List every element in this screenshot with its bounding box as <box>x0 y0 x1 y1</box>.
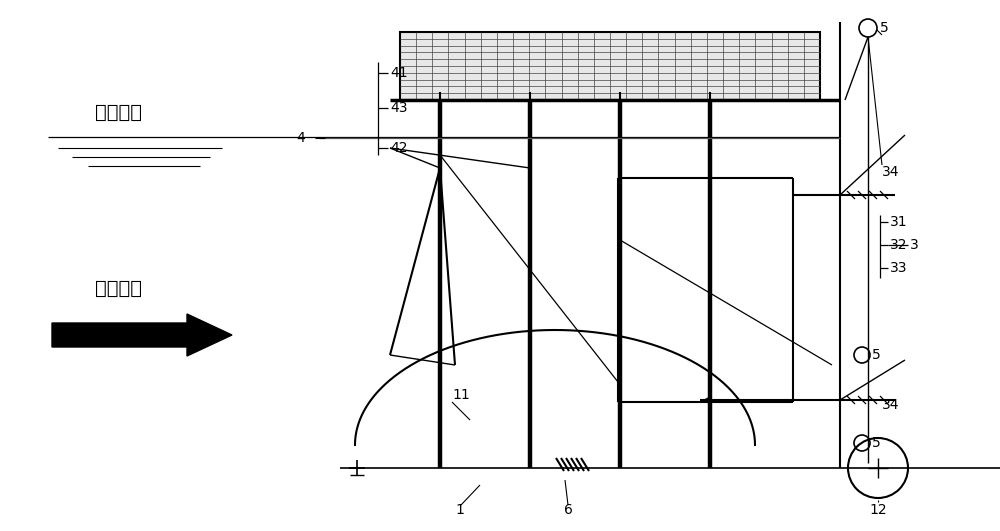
Text: 43: 43 <box>390 101 408 115</box>
Text: 5: 5 <box>872 348 881 362</box>
Text: 31: 31 <box>890 215 908 229</box>
Text: 32: 32 <box>890 238 908 252</box>
Text: 水流方向: 水流方向 <box>94 278 142 297</box>
Text: 33: 33 <box>890 261 908 275</box>
Text: 5: 5 <box>880 21 889 35</box>
Text: 4: 4 <box>296 131 305 145</box>
Text: 5: 5 <box>872 436 881 450</box>
Text: 渠道水面: 渠道水面 <box>94 102 142 122</box>
Text: 34: 34 <box>882 165 900 179</box>
Text: 42: 42 <box>390 141 408 155</box>
Bar <box>400 32 820 100</box>
Text: 1: 1 <box>456 503 464 517</box>
Text: 41: 41 <box>390 66 408 80</box>
Text: 3: 3 <box>910 238 919 252</box>
Text: 11: 11 <box>452 388 470 402</box>
Text: 12: 12 <box>869 503 887 517</box>
Text: 34: 34 <box>882 398 900 412</box>
FancyArrow shape <box>52 314 232 356</box>
Text: 6: 6 <box>564 503 572 517</box>
